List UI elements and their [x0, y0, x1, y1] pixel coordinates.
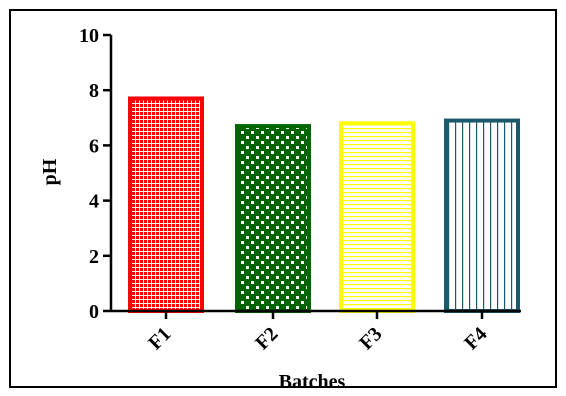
- y-axis-label: pH: [39, 158, 61, 185]
- x-tick-label: F3: [355, 323, 386, 354]
- y-tick-label: 0: [89, 301, 99, 323]
- x-axis-label: Batches: [279, 371, 346, 393]
- bar-f3: [339, 121, 415, 313]
- y-tick-label: 10: [79, 25, 99, 47]
- x-tick-label: F2: [251, 323, 282, 354]
- y-tick-label: 2: [89, 246, 99, 268]
- bar-f1: [128, 96, 204, 314]
- x-tick-label: F1: [144, 323, 175, 354]
- y-tick-label: 4: [89, 191, 99, 213]
- y-tick-label: 8: [89, 80, 99, 102]
- y-tick-label: 6: [89, 135, 99, 157]
- x-tick-label: F4: [460, 323, 491, 354]
- y-ticks: 0 2 4 6 8 10: [79, 25, 111, 323]
- bar-f2: [235, 124, 311, 313]
- bar-f4: [444, 118, 520, 313]
- bars-layer: [128, 96, 520, 314]
- x-ticks: F1 F2 F3 F4: [144, 311, 492, 354]
